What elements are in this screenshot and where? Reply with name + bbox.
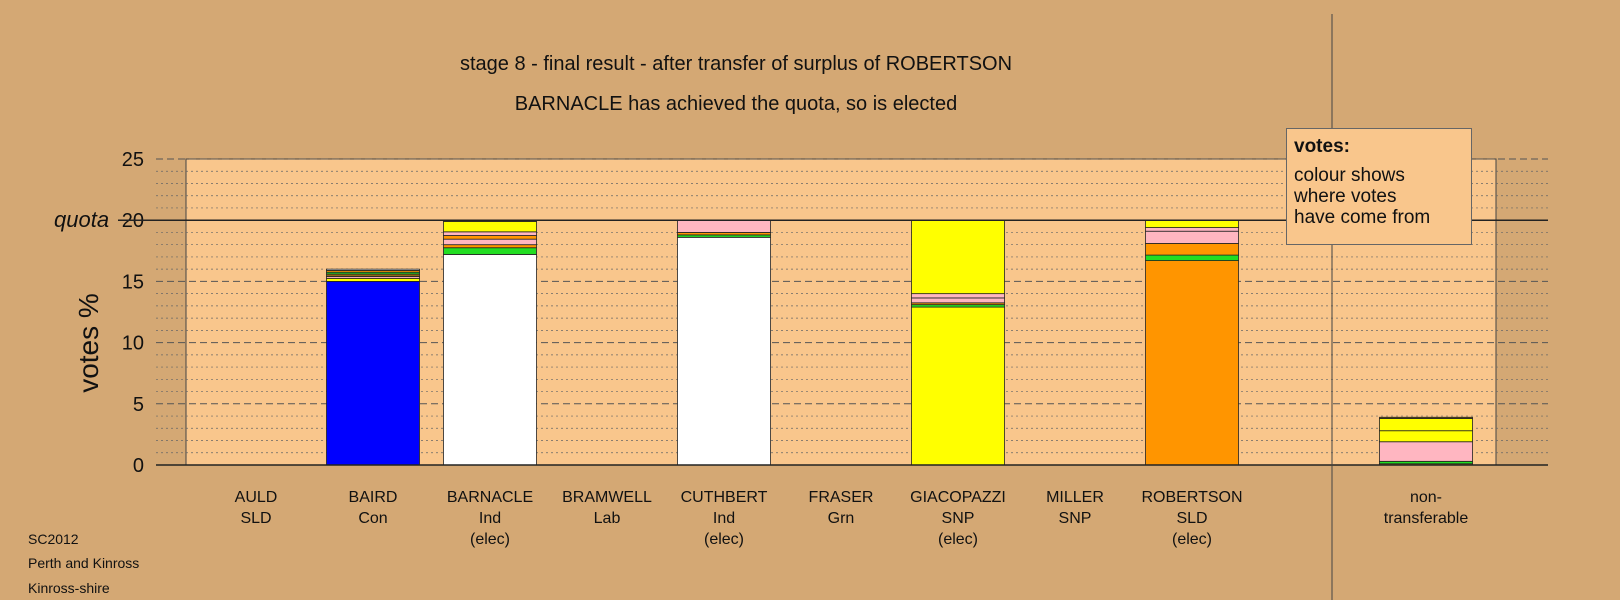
legend-line: have come from xyxy=(1294,207,1431,228)
x-category-label: (elec) xyxy=(938,531,978,548)
bar-segment xyxy=(443,238,537,246)
y-axis-label: votes % xyxy=(73,293,104,393)
nontransferable-bar-segment xyxy=(1379,416,1473,419)
footer-ward: Kinross-shire xyxy=(28,580,110,596)
bar-segment xyxy=(1145,227,1239,232)
bar-segment xyxy=(677,236,771,466)
x-category-label: MILLER xyxy=(1046,489,1104,506)
x-category-label: SNP xyxy=(1059,510,1092,527)
nontransferable-bar-segment xyxy=(1379,418,1473,432)
bar-segment xyxy=(443,221,537,233)
y-tick-label: 5 xyxy=(133,394,144,416)
x-category-label: CUTHBERT xyxy=(681,489,768,506)
x-category-label: Con xyxy=(358,510,387,527)
legend-line: colour shows xyxy=(1294,165,1405,186)
bar-segment xyxy=(443,231,537,236)
quota-label: quota xyxy=(54,207,110,232)
bar-segment xyxy=(1145,243,1239,256)
bar-segment xyxy=(911,219,1005,295)
bar-segment xyxy=(911,297,1005,304)
bar-segment xyxy=(326,280,420,466)
bar-segment xyxy=(1145,254,1239,261)
legend-box: votes: colour shows where votes have com… xyxy=(1286,128,1472,245)
bar-segment xyxy=(1145,219,1239,228)
x-category-label: SLD xyxy=(1176,510,1207,527)
nontransferable-bar-segment xyxy=(1379,441,1473,462)
chart-title: stage 8 - final result - after transfer … xyxy=(459,53,1013,75)
x-category-label: Ind xyxy=(479,510,501,527)
nontransferable-bar-segment xyxy=(1379,430,1473,443)
x-category-label: SNP xyxy=(942,510,975,527)
x-category-label: BRAMWELL xyxy=(562,489,652,506)
bar-segment xyxy=(1145,230,1239,244)
y-tick-label: 20 xyxy=(122,210,144,232)
bar-segment xyxy=(443,235,537,240)
footer-election: SC2012 xyxy=(28,531,79,547)
legend-line: where votes xyxy=(1294,186,1397,207)
y-tick-label: 25 xyxy=(122,149,144,171)
x-category-label: BARNACLE xyxy=(447,489,533,506)
x-category-label: GIACOPAZZI xyxy=(910,489,1006,506)
x-category-label: Ind xyxy=(713,510,735,527)
bar-segment xyxy=(326,268,420,271)
x-category-label: transferable xyxy=(1384,510,1469,527)
x-category-label: SLD xyxy=(240,510,271,527)
x-category-label: non- xyxy=(1410,489,1442,506)
x-category-label: (elec) xyxy=(1172,531,1212,548)
legend-text: colour shows where votes have come from xyxy=(1294,165,1464,228)
x-category-label: ROBERTSON xyxy=(1141,489,1242,506)
bar-segment xyxy=(677,219,771,233)
x-category-label: (elec) xyxy=(470,531,510,548)
x-category-label: Lab xyxy=(594,510,621,527)
bar-segment xyxy=(326,277,420,282)
bar-segment xyxy=(443,247,537,255)
bar-segment xyxy=(1145,260,1239,466)
legend-title: votes: xyxy=(1294,136,1350,157)
y-tick-label: 10 xyxy=(122,333,144,355)
bar-segment xyxy=(911,293,1005,299)
x-category-label: (elec) xyxy=(704,531,744,548)
chart-subtitle: BARNACLE has achieved the quota, so is e… xyxy=(514,93,958,115)
bar-segment xyxy=(443,244,537,249)
footer-council: Perth and Kinross xyxy=(28,555,140,571)
bar-segment xyxy=(911,306,1005,466)
x-category-label: BAIRD xyxy=(349,489,398,506)
x-category-label: FRASER xyxy=(809,489,874,506)
y-tick-label: 15 xyxy=(122,271,144,293)
x-category-label: AULD xyxy=(235,489,278,506)
x-category-label: Grn xyxy=(828,510,855,527)
y-tick-label: 0 xyxy=(133,455,144,477)
bar-segment xyxy=(443,254,537,466)
